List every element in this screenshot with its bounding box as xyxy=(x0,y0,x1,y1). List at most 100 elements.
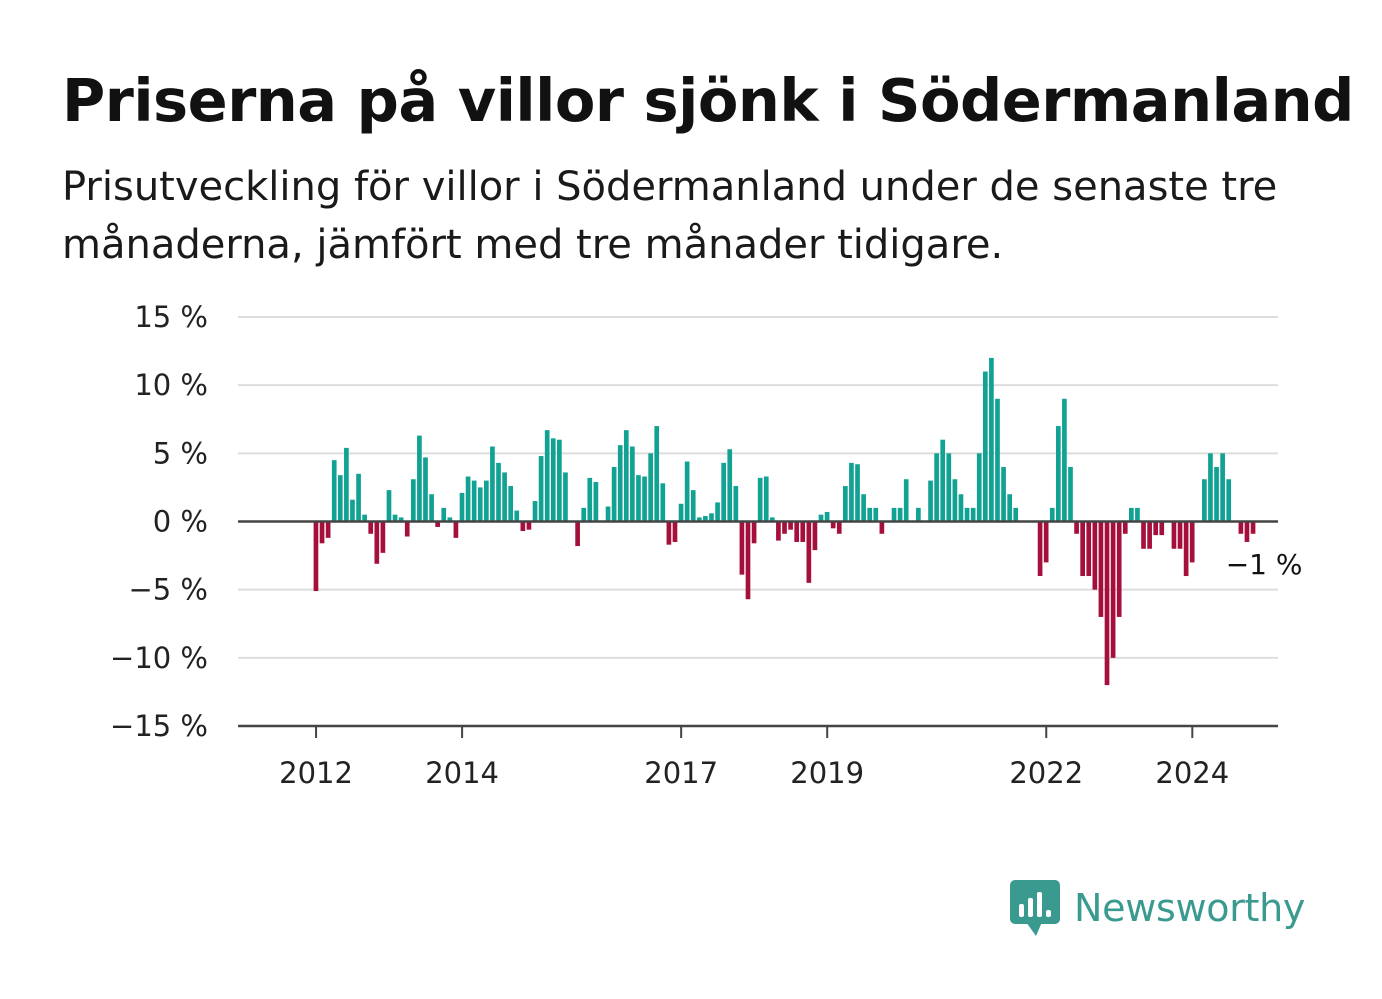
bar xyxy=(751,521,757,544)
bar xyxy=(794,521,800,542)
bar xyxy=(356,473,361,522)
bar xyxy=(490,446,495,522)
bar xyxy=(733,486,739,522)
y-tick-label: 10 % xyxy=(134,368,208,402)
bar xyxy=(1074,521,1079,534)
bar xyxy=(1244,521,1250,542)
bar xyxy=(502,472,507,522)
bar xyxy=(587,477,593,522)
bar xyxy=(836,521,842,534)
bar xyxy=(788,521,793,530)
bar xyxy=(696,517,702,522)
bar xyxy=(812,521,818,551)
bar xyxy=(1135,507,1140,522)
bar xyxy=(362,514,367,522)
bar xyxy=(386,490,392,522)
bar xyxy=(1122,521,1128,534)
y-axis-tick-labels: 15 % 10 % 5 % 0 % −5 % −10 % −15 % xyxy=(110,300,208,743)
bar xyxy=(806,521,812,583)
bar xyxy=(995,398,1000,522)
bar xyxy=(964,507,970,522)
bar xyxy=(404,521,410,537)
bar xyxy=(1153,521,1159,536)
bar xyxy=(958,494,964,522)
bar xyxy=(1116,521,1122,617)
bar xyxy=(690,490,696,522)
y-tick-label: −5 % xyxy=(128,573,208,607)
bar xyxy=(946,453,952,522)
bar xyxy=(916,507,921,522)
bar xyxy=(447,517,453,522)
bar xyxy=(337,475,343,522)
x-tick-label: 2012 xyxy=(279,756,353,790)
bar xyxy=(1007,494,1012,522)
bar xyxy=(392,514,398,522)
bar xyxy=(776,521,781,541)
bar xyxy=(818,514,824,522)
bar xyxy=(605,506,611,522)
bar xyxy=(1189,521,1195,563)
x-tick-label: 2017 xyxy=(644,756,718,790)
y-tick-label: 15 % xyxy=(134,300,208,334)
bar xyxy=(1049,507,1055,522)
bar xyxy=(1250,521,1256,534)
bar xyxy=(453,521,459,538)
bar xyxy=(374,521,380,564)
bar xyxy=(843,486,848,522)
bar xyxy=(1062,398,1067,522)
bar xyxy=(715,502,720,522)
x-axis-ticks: 2012 2014 2017 2019 2022 2024 xyxy=(279,726,1229,790)
bar xyxy=(313,521,319,592)
x-tick-label: 2022 xyxy=(1009,756,1083,790)
y-tick-label: 0 % xyxy=(153,505,208,539)
bar xyxy=(666,521,672,545)
bar xyxy=(593,481,599,522)
bar xyxy=(526,521,532,530)
bar xyxy=(891,507,897,522)
bar xyxy=(532,501,538,522)
bar xyxy=(709,513,714,522)
bar xyxy=(496,462,501,522)
bar xyxy=(703,516,708,522)
bar xyxy=(350,499,355,522)
bar xyxy=(368,521,374,534)
bar xyxy=(861,494,866,522)
bar xyxy=(441,507,447,522)
bar xyxy=(903,479,909,522)
bar xyxy=(471,480,477,522)
bar xyxy=(550,438,556,522)
bar xyxy=(508,486,514,522)
bar xyxy=(1171,521,1177,549)
bar xyxy=(623,430,629,522)
bar xyxy=(1104,521,1110,686)
bar xyxy=(1001,466,1006,522)
bar xyxy=(989,357,994,522)
bar xyxy=(1080,521,1086,577)
bar xyxy=(319,521,325,544)
bar xyxy=(520,521,526,532)
bar xyxy=(423,457,428,522)
y-tick-label: −15 % xyxy=(110,709,208,743)
bar xyxy=(1214,466,1219,522)
x-tick-label: 2024 xyxy=(1155,756,1229,790)
bar xyxy=(879,521,885,534)
bar xyxy=(557,439,562,522)
bar xyxy=(325,521,331,538)
bar xyxy=(824,511,830,522)
bar xyxy=(873,507,879,522)
chart-subtitle: Prisutveckling för villor i Södermanland… xyxy=(62,164,1278,268)
bar xyxy=(1098,521,1104,617)
bar xyxy=(721,462,726,522)
bar xyxy=(1037,521,1043,577)
bar xyxy=(484,480,489,522)
bar xyxy=(1183,521,1189,577)
bar xyxy=(344,447,349,522)
bar xyxy=(1092,521,1098,590)
grid-lines xyxy=(238,316,1278,659)
bar xyxy=(514,510,520,522)
bar xyxy=(544,430,550,522)
bar xyxy=(1202,479,1207,522)
bar xyxy=(1159,521,1165,536)
bar xyxy=(982,371,988,522)
